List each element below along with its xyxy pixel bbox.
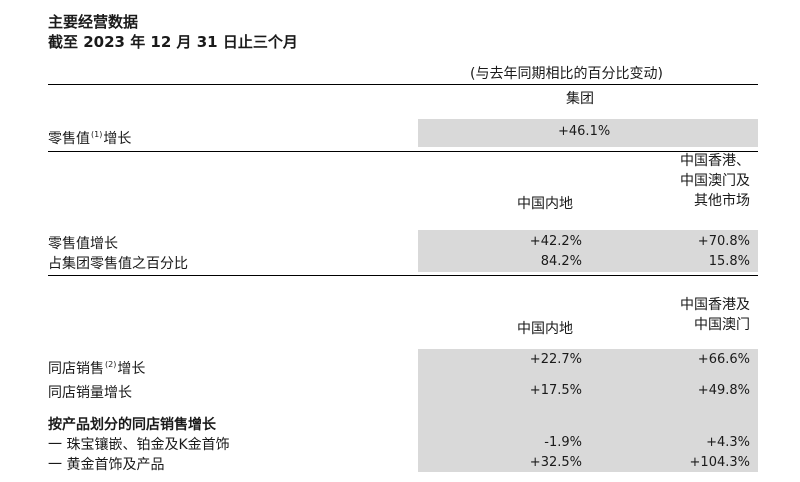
row-value-hk-macau-other: +70.8%	[697, 234, 750, 249]
same-store-sales-label: 同店销售(2)增长	[48, 358, 145, 378]
row-value-hk-macau-other: 15.8%	[708, 254, 750, 269]
footnote-2-marker: (2)	[105, 360, 117, 369]
row-value-mainland: 84.2%	[540, 254, 582, 269]
section1-col1-header: 中国内地	[517, 196, 573, 212]
footnote-1-marker: (1)	[91, 130, 103, 139]
section1-col2-header: 中国香港、 中国澳门及 其他市场	[640, 151, 750, 211]
section2-col2-line: 中国澳门	[694, 317, 750, 333]
group-retail-label-main: 零售值	[48, 131, 90, 147]
section2-col2-line: 中国香港及	[680, 297, 750, 313]
section2-col2-header: 中国香港及 中国澳门	[640, 295, 750, 335]
header-rule	[48, 84, 758, 85]
group-retail-shade	[418, 119, 758, 147]
section1-col2-line: 其他市场	[694, 193, 750, 209]
group-retail-label: 零售值(1)增长	[48, 128, 131, 148]
section1-rule	[48, 151, 758, 152]
section1-col2-line: 中国澳门及	[680, 173, 750, 189]
same-store-sales-hk-macau: +66.6%	[697, 352, 750, 367]
same-store-volume-label: 同店销量增长	[48, 385, 132, 401]
same-store-volume-hk-macau: +49.8%	[697, 383, 750, 398]
page-title: 主要经营数据	[48, 13, 139, 31]
group-retail-value: +46.1%	[558, 124, 611, 139]
product-row-hk-macau: +4.3%	[706, 435, 750, 450]
product-row-label: 一 珠宝镶嵌、铂金及K金首饰	[48, 437, 230, 453]
page-subtitle: 截至 2023 年 12 月 31 日止三个月	[48, 33, 298, 51]
section2-col1-header: 中国内地	[517, 321, 573, 337]
section1-col2-line: 中国香港、	[680, 153, 750, 169]
section2-shade	[418, 349, 758, 472]
product-row-mainland: +32.5%	[529, 455, 582, 470]
section1-shade	[418, 230, 758, 272]
same-store-volume-mainland: +17.5%	[529, 383, 582, 398]
by-product-header: 按产品划分的同店销售增长	[48, 417, 216, 433]
group-header: 集团	[566, 91, 594, 107]
row-label: 占集团零售值之百分比	[48, 256, 188, 272]
same-store-sales-label-main: 同店销售	[48, 361, 104, 377]
change-note: (与去年同期相比的百分比变动)	[470, 66, 663, 82]
same-store-sales-mainland: +22.7%	[529, 352, 582, 367]
row-value-mainland: +42.2%	[529, 234, 582, 249]
product-row-label: 一 黄金首饰及产品	[48, 457, 165, 473]
group-retail-label-tail: 增长	[103, 131, 132, 147]
section2-rule	[48, 275, 758, 276]
same-store-sales-label-tail: 增长	[117, 361, 146, 377]
product-row-hk-macau: +104.3%	[689, 455, 750, 470]
product-row-mainland: -1.9%	[544, 435, 582, 450]
row-label: 零售值增长	[48, 236, 118, 252]
